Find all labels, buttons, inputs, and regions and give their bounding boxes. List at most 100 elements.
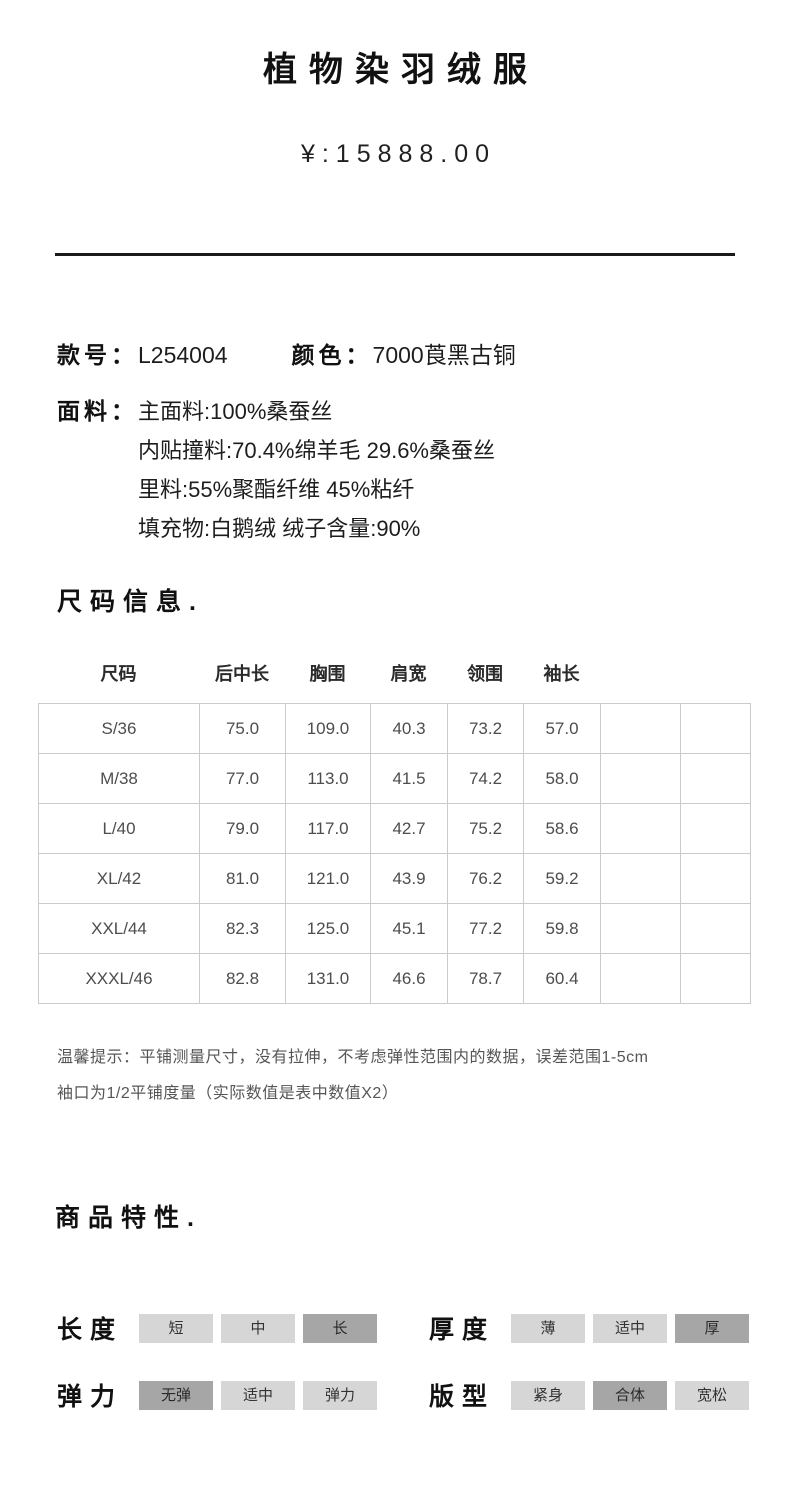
value-cell: 75.2 [447,803,524,854]
table-row: S/36 75.0 109.0 40.3 73.2 57.0 [38,703,751,754]
value-cell: 73.2 [447,703,524,754]
feature-chip-thick: 厚 [675,1313,750,1343]
feature-chip-stretchy: 弹力 [303,1380,378,1410]
feature-chip-regular-fit: 合体 [593,1380,668,1410]
size-table: S/36 75.0 109.0 40.3 73.2 57.0 M/38 77.0… [38,703,751,1004]
empty-cell [600,903,681,954]
table-row: M/38 77.0 113.0 41.5 74.2 58.0 [38,753,751,804]
style-no-value: L254004 [138,342,228,368]
size-cell: S/36 [38,703,200,754]
value-cell: 121.0 [285,853,371,904]
note-line-1: 温馨提示：平铺测量尺寸，没有拉伸，不考虑弹性范围内的数据，误差范围1-5cm [57,1049,649,1066]
size-cell: L/40 [38,803,200,854]
feature-chip-medium-length: 中 [221,1313,296,1343]
col-header-back-length: 后中长 [215,664,269,684]
value-cell: 76.2 [447,853,524,904]
product-title: 植物染羽绒服 [263,51,539,89]
col-header-bust: 胸围 [309,664,346,684]
color-label: 颜色： [291,342,373,368]
feature-row-1: 长度 短 中 长 厚度 薄 适中 厚 [57,1310,757,1346]
feature-chip-short: 短 [139,1313,214,1343]
col-header-sleeve: 袖长 [543,664,580,684]
value-cell: 79.0 [199,803,286,854]
value-cell: 82.3 [199,903,286,954]
empty-cell [600,853,681,904]
feature-group-fit: 版型 紧身 合体 宽松 [429,1377,757,1413]
color-value: 7000莨黑古铜 [372,342,516,368]
table-row: XL/42 81.0 121.0 43.9 76.2 59.2 [38,853,751,904]
empty-cell [680,803,751,854]
feature-label-fit: 版型 [429,1383,496,1411]
fabric-label: 面料： [57,398,138,424]
value-cell: 57.0 [523,703,601,754]
value-cell: 46.6 [370,953,448,1004]
table-row: XXL/44 82.3 125.0 45.1 77.2 59.8 [38,903,751,954]
value-cell: 74.2 [447,753,524,804]
value-cell: 77.2 [447,903,524,954]
table-row: L/40 79.0 117.0 42.7 75.2 58.6 [38,803,751,854]
value-cell: 81.0 [199,853,286,904]
fabric-line-contrast: 内贴撞料:70.4%绵羊毛 29.6%桑蚕丝 [138,438,495,463]
style-no-label: 款号： [57,342,138,368]
empty-cell [600,703,681,754]
value-cell: 82.8 [199,953,286,1004]
fabric-line-main: 主面料:100%桑蚕丝 [138,399,333,424]
value-cell: 113.0 [285,753,371,804]
value-cell: 42.7 [370,803,448,854]
divider-line [55,253,735,256]
empty-cell [600,953,681,1004]
col-header-shoulder: 肩宽 [390,664,427,684]
fabric-lines: 主面料:100%桑蚕丝 内贴撞料:70.4%绵羊毛 29.6%桑蚕丝 里料:55… [138,392,495,548]
value-cell: 60.4 [523,953,601,1004]
size-section-heading: 尺码信息. [57,588,204,616]
feature-label-thickness: 厚度 [429,1316,496,1344]
value-cell: 40.3 [370,703,448,754]
size-cell: XL/42 [38,853,200,904]
product-price: ¥:15888.00 [300,140,497,168]
feature-label-elasticity: 弹力 [57,1383,124,1411]
feature-chip-thin: 薄 [511,1313,586,1343]
measurement-note: 温馨提示：平铺测量尺寸，没有拉伸，不考虑弹性范围内的数据，误差范围1-5cm 袖… [57,1040,747,1112]
features-section-heading: 商品特性. [55,1204,202,1232]
value-cell: 41.5 [370,753,448,804]
value-cell: 58.6 [523,803,601,854]
feature-chip-no-stretch: 无弹 [139,1380,214,1410]
value-cell: 78.7 [447,953,524,1004]
empty-cell [680,953,751,1004]
empty-cell [680,903,751,954]
feature-group-thickness: 厚度 薄 适中 厚 [429,1310,757,1346]
meta-line: 款号：L254004 颜色：7000莨黑古铜 [57,336,516,370]
fabric-block: 面料： 主面料:100%桑蚕丝 内贴撞料:70.4%绵羊毛 29.6%桑蚕丝 里… [57,392,495,548]
fabric-line-lining: 里料:55%聚酯纤维 45%粘纤 [138,477,415,502]
value-cell: 117.0 [285,803,371,854]
feature-chip-moderate-thickness: 适中 [593,1313,668,1343]
empty-cell [600,753,681,804]
value-cell: 77.0 [199,753,286,804]
col-header-size: 尺码 [100,664,137,684]
value-cell: 131.0 [285,953,371,1004]
feature-label-length: 长度 [57,1316,124,1344]
value-cell: 43.9 [370,853,448,904]
value-cell: 59.2 [523,853,601,904]
feature-chip-tight: 紧身 [511,1380,586,1410]
size-cell: XXL/44 [38,903,200,954]
value-cell: 59.8 [523,903,601,954]
value-cell: 58.0 [523,753,601,804]
feature-chip-loose: 宽松 [675,1380,750,1410]
size-cell: XXXL/46 [38,953,200,1004]
col-header-empty-2 [680,660,750,686]
table-row: XXXL/46 82.8 131.0 46.6 78.7 60.4 [38,953,751,1004]
col-header-collar: 领围 [467,664,503,684]
empty-cell [680,703,751,754]
empty-cell [600,803,681,854]
col-header-empty-1 [600,660,680,686]
empty-cell [680,853,751,904]
value-cell: 45.1 [370,903,448,954]
note-line-2: 袖口为1/2平铺度量（实际数值是表中数值X2） [57,1085,399,1102]
size-cell: M/38 [38,753,200,804]
value-cell: 125.0 [285,903,371,954]
empty-cell [680,753,751,804]
value-cell: 75.0 [199,703,286,754]
feature-row-2: 弹力 无弹 适中 弹力 版型 紧身 合体 宽松 [57,1377,757,1413]
fabric-line-filling: 填充物:白鹅绒 绒子含量:90% [138,516,421,541]
